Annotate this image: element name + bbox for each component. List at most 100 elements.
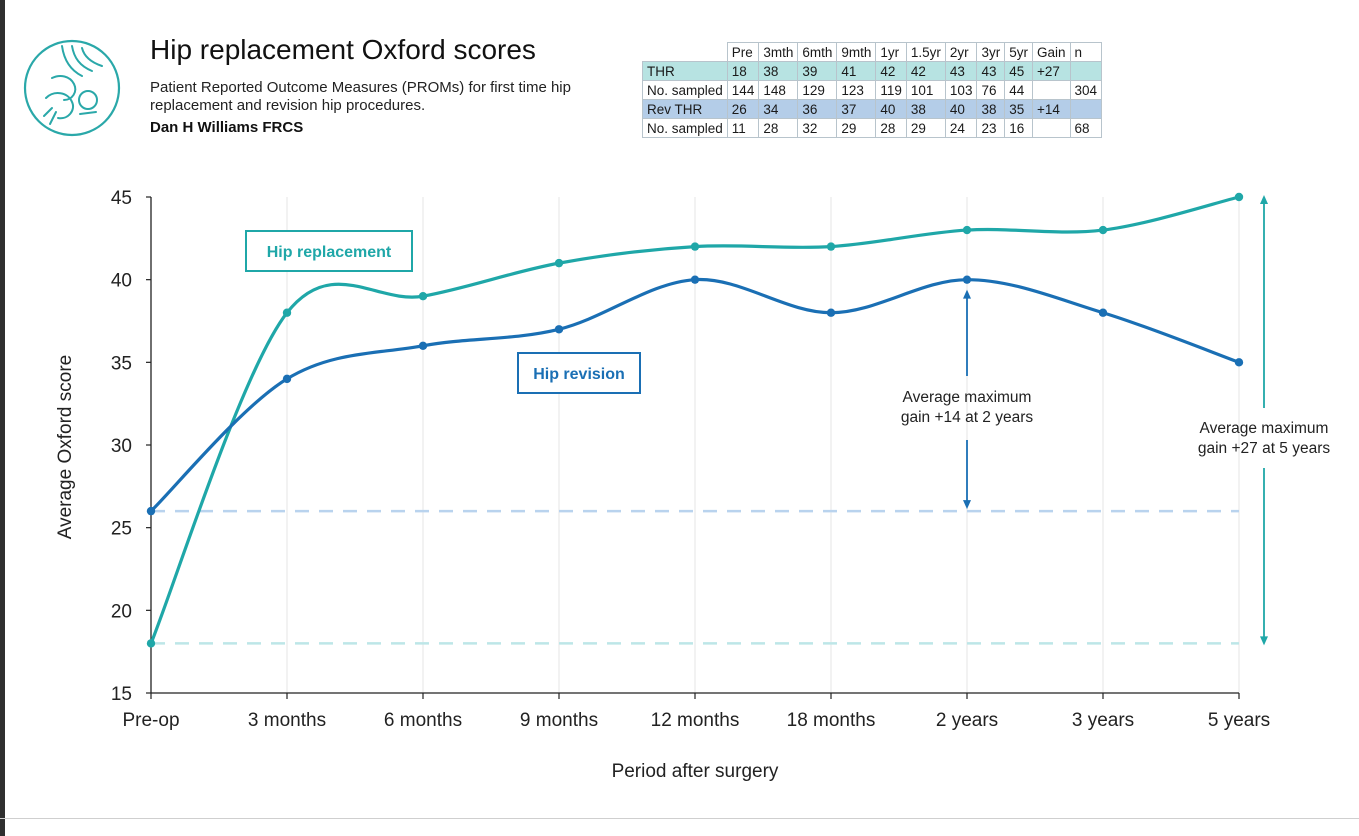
table-cell: 26 [726, 99, 760, 119]
legend-hip-revision-label: Hip revision [533, 366, 625, 383]
hip-joint-logo-icon [23, 39, 121, 137]
hip-revision-point [1098, 308, 1108, 317]
table-cell: 38 [758, 61, 799, 81]
page-subtitle: Patient Reported Outcome Measures (PROMs… [150, 79, 571, 114]
table-cell: 18 [726, 61, 760, 81]
table-cell: 29 [905, 118, 946, 138]
column-header: Gain [1031, 42, 1071, 62]
annotation-rev-gain-text: gain +14 at 2 years [901, 409, 1034, 426]
window-edge [0, 0, 5, 836]
table-cell: 39 [797, 61, 838, 81]
table-cell: 37 [836, 99, 877, 119]
hip-revision-point [1234, 358, 1244, 367]
table-cell: 45 [1004, 61, 1033, 81]
x-tick-label: 18 months [787, 710, 876, 731]
hip-replacement-point [690, 242, 700, 251]
table-cell: +14 [1031, 99, 1071, 119]
x-axis-title: Period after surgery [612, 761, 779, 782]
table-cell [1031, 118, 1071, 138]
table-cell: 148 [758, 80, 799, 100]
annotation-rev-gain-text: Average maximum [903, 389, 1032, 406]
legend-hip-replacement-box [245, 230, 413, 272]
x-tick-label: 2 years [936, 710, 998, 731]
hip-replacement-point [962, 225, 972, 235]
legend-hip-revision-box [517, 352, 641, 394]
x-tick-label: Pre-op [122, 710, 179, 731]
table-cell: 34 [758, 99, 799, 119]
scores-table: Pre 3mth 6mth 9mth 1yr 1.5yr 2yr 3yr 5yr… [642, 42, 1103, 138]
table-cell: 76 [976, 80, 1006, 100]
x-tick-label: 3 years [1072, 710, 1134, 731]
table-cell: 11 [726, 118, 760, 138]
hip-replacement-point [1098, 225, 1108, 235]
table-cell: 44 [1004, 80, 1033, 100]
table-cell: 103 [944, 80, 978, 100]
column-header: 9mth [836, 42, 877, 62]
y-tick-label: 15 [111, 684, 132, 705]
table-cell: 40 [944, 99, 978, 119]
y-tick-label: 35 [111, 353, 132, 374]
hip-revision-point [962, 275, 972, 284]
table-cell: 23 [976, 118, 1006, 138]
hip-revision-point [282, 374, 292, 384]
table-cell: 28 [758, 118, 799, 138]
annotation-thr-gain-text: Average maximum [1200, 420, 1329, 437]
column-header: 5yr [1004, 42, 1033, 62]
y-tick-label: 45 [111, 188, 132, 209]
table-cell: 304 [1069, 80, 1103, 100]
hip-replacement-point [1234, 192, 1244, 202]
hip-revision-point [554, 325, 564, 334]
table-cell: 16 [1004, 118, 1033, 138]
column-header: Pre [726, 42, 760, 62]
row-label: No. sampled [642, 118, 728, 138]
x-tick-label: 9 months [520, 710, 598, 731]
table-cell [1031, 80, 1071, 100]
hip-replacement-point [282, 308, 292, 317]
y-tick-label: 20 [111, 601, 132, 622]
page-title: Hip replacement Oxford scores [150, 34, 536, 65]
author-name: Dan H Williams FRCS [150, 119, 304, 136]
x-tick-label: 3 months [248, 710, 326, 731]
table-cell: 36 [797, 99, 838, 119]
gain-arrow-thr-head-up [1260, 195, 1268, 204]
table-cell: 42 [905, 61, 946, 81]
hip-revision-point [826, 308, 836, 317]
table-cell: 24 [944, 118, 978, 138]
column-header: 3yr [976, 42, 1006, 62]
legend-hip-replacement-label: Hip replacement [267, 244, 392, 261]
hip-revision-point [418, 341, 428, 350]
y-axis-title: Average Oxford score [55, 355, 76, 539]
row-label: Rev THR [642, 99, 728, 119]
table-cell: 129 [797, 80, 838, 100]
table-cell [1069, 61, 1103, 81]
hip-replacement-point [826, 242, 836, 251]
hip-replacement-point [146, 639, 156, 648]
gain-arrow-thr-head-down [1260, 636, 1268, 646]
table-cell: 28 [875, 118, 907, 138]
table-cell: 40 [875, 99, 907, 119]
gain-arrow-rev-head-up [963, 289, 971, 299]
x-tick-label: 6 months [384, 710, 462, 731]
table-row-rev-thr: Rev THR 26 34 36 37 40 38 40 38 35 +14 [642, 99, 1103, 119]
table-row-thr-sampled: No. sampled 144 148 129 123 119 101 103 … [642, 80, 1103, 100]
table-cell: 43 [976, 61, 1006, 81]
gain-arrow-rev-head-down [963, 500, 971, 510]
table-cell: +27 [1031, 61, 1071, 81]
x-tick-label: 12 months [651, 710, 740, 731]
hip-revision-point [690, 275, 700, 284]
table-cell: 42 [875, 61, 907, 81]
table-row-rev-sampled: No. sampled 11 28 32 29 28 29 24 23 16 6… [642, 118, 1103, 138]
row-label: THR [642, 61, 728, 81]
x-tick-label: 5 years [1208, 710, 1270, 731]
y-tick-label: 25 [111, 519, 132, 540]
y-tick-label: 30 [111, 436, 132, 457]
column-header: 3mth [758, 42, 799, 62]
column-header: 2yr [944, 42, 978, 62]
column-header: 1.5yr [905, 42, 946, 62]
hip-replacement-line [149, 195, 1241, 645]
table-cell: 123 [836, 80, 877, 100]
hip-revision-point [146, 506, 156, 516]
table-header-row: Pre 3mth 6mth 9mth 1yr 1.5yr 2yr 3yr 5yr… [642, 42, 1103, 62]
table-cell: 68 [1069, 118, 1103, 138]
